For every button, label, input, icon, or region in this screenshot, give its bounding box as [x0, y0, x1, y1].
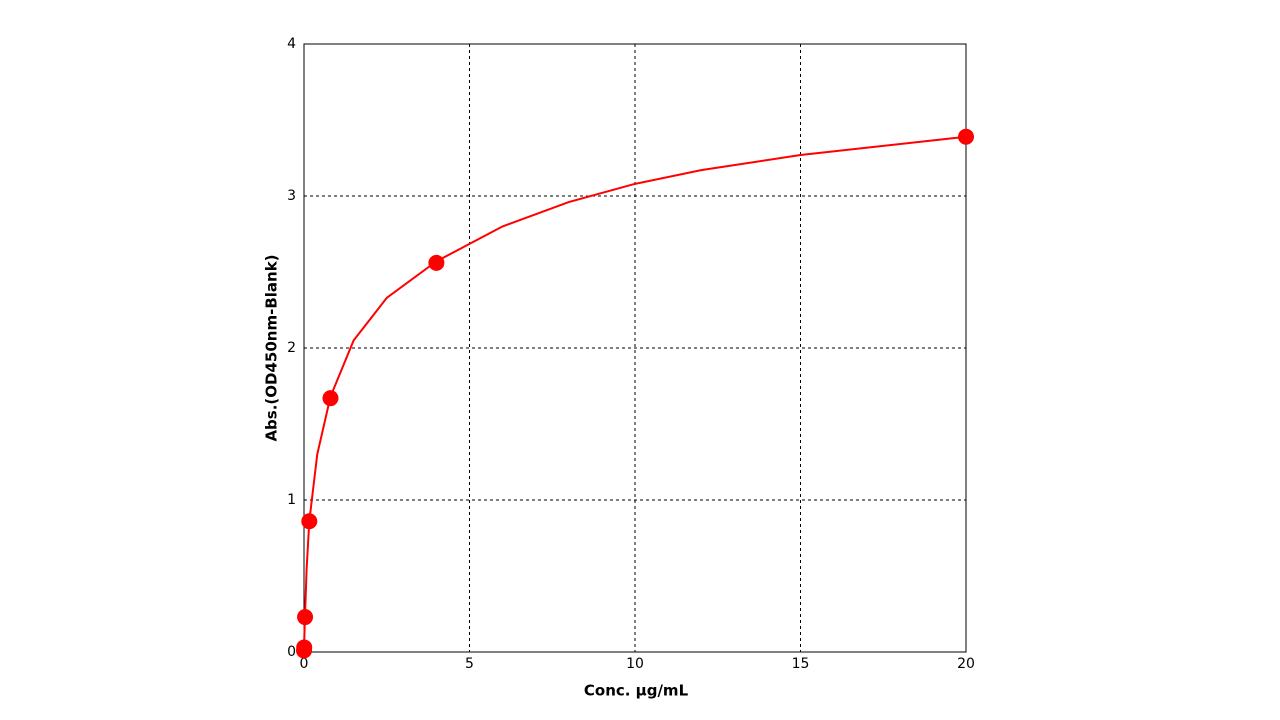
x-tick-label: 20 [957, 656, 975, 672]
x-axis-label: Conc. µg/mL [584, 682, 689, 700]
x-tick-label: 10 [626, 656, 644, 672]
data-point [428, 254, 445, 271]
y-tick-label: 3 [287, 188, 296, 204]
x-tick-label: 5 [465, 656, 474, 672]
y-tick-label: 1 [287, 492, 296, 508]
y-tick-label: 2 [287, 340, 296, 356]
plot-frame [303, 43, 967, 653]
y-tick-label: 0 [287, 644, 296, 660]
x-tick-label: 15 [792, 656, 810, 672]
fit-curve [303, 135, 967, 653]
y-axis-label: Abs.(OD450nm-Blank) [263, 254, 281, 441]
data-point [296, 639, 313, 656]
data-point [958, 128, 974, 145]
x-tick-label: 0 [300, 656, 309, 672]
y-tick-label: 4 [287, 36, 296, 52]
data-point [322, 390, 339, 407]
data-point [301, 513, 318, 530]
data-point [297, 609, 314, 626]
